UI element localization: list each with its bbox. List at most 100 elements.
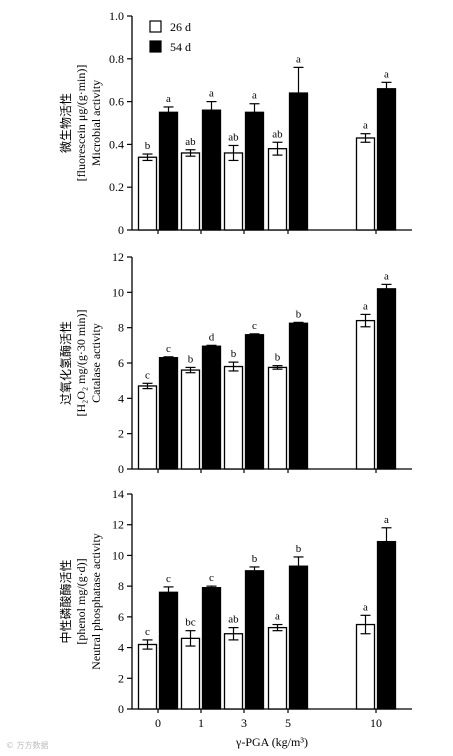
- y-axis-label-line: 中性磷酸酶活性: [58, 559, 73, 643]
- y-tick-label: 1.0: [109, 9, 124, 23]
- x-tick-label: 1: [198, 716, 204, 730]
- significance-label: c: [166, 573, 171, 585]
- significance-label: b: [252, 553, 258, 565]
- y-tick-label: 10: [112, 548, 124, 562]
- x-tick-label: 0: [155, 716, 161, 730]
- significance-label: c: [252, 320, 257, 332]
- chart-panel-2: 0 2 4 6 8 10 12 过氧化氢酶活性 [H₂O₂ mg/(g·30 min)] Cata…: [58, 250, 412, 476]
- bar-white: [223, 365, 244, 470]
- y-tick-label: 12: [112, 250, 124, 264]
- significance-label: a: [252, 90, 257, 102]
- y-tick-label: 2: [118, 671, 124, 685]
- bar-black: [201, 345, 222, 470]
- y-tick-label: 0.6: [109, 95, 124, 109]
- y-axis-label-line: [fluorescein μg/(g·min)]: [74, 65, 88, 182]
- significance-label: b: [296, 308, 302, 320]
- y-axis-label-line: 微生物活性: [59, 93, 73, 153]
- y-axis-label-line: Neutral phosphatase activity: [89, 533, 103, 670]
- bar-white: [223, 633, 244, 710]
- y-tick-label: 0.4: [109, 137, 124, 151]
- y-axis-label-line: Catalase activity: [89, 323, 103, 403]
- bar-black: [376, 540, 397, 710]
- bar-white: [137, 156, 158, 231]
- x-tick-label: 10: [370, 716, 382, 730]
- legend-swatch: [149, 40, 162, 53]
- y-tick-label: 2: [118, 427, 124, 441]
- bar-white: [267, 626, 288, 710]
- significance-label: a: [384, 514, 389, 526]
- significance-label: c: [209, 572, 214, 584]
- x-tick-label: 5: [285, 716, 291, 730]
- significance-label: bc: [185, 617, 196, 629]
- bar-black: [376, 88, 397, 231]
- bar-black: [244, 334, 265, 470]
- significance-label: a: [363, 120, 368, 132]
- bar-white: [223, 152, 244, 231]
- significance-label: b: [231, 348, 237, 360]
- significance-label: ab: [272, 128, 283, 140]
- bar-white: [355, 137, 376, 231]
- y-tick-label: 10: [112, 285, 124, 299]
- legend-entry: 54 d: [170, 40, 191, 54]
- bar-black: [244, 570, 265, 710]
- bar-white: [137, 643, 158, 710]
- bar-black: [376, 288, 397, 470]
- bar-black: [158, 357, 179, 470]
- x-axis-title: γ-PGA (kg/m³): [235, 735, 308, 749]
- significance-label: ab: [228, 131, 239, 143]
- significance-label: b: [188, 353, 194, 365]
- y-tick-label: 0.8: [109, 52, 124, 66]
- significance-label: b: [296, 543, 302, 555]
- significance-label: c: [145, 369, 150, 381]
- significance-label: ab: [185, 136, 196, 148]
- bar-black: [158, 111, 179, 231]
- significance-label: c: [145, 626, 150, 638]
- y-tick-label: 0: [118, 462, 124, 476]
- y-axis-label-line: 过氧化氢酶活性: [58, 321, 73, 405]
- bar-white: [267, 366, 288, 470]
- y-axis-label-line: [H₂O₂ mg/(g·30 min)]: [74, 309, 88, 416]
- significance-label: a: [166, 93, 171, 105]
- significance-label: ab: [228, 614, 239, 626]
- significance-label: a: [384, 270, 389, 282]
- significance-label: a: [209, 88, 214, 100]
- y-axis-label-line: Microbial activity: [89, 80, 103, 166]
- bar-black: [244, 111, 265, 231]
- y-tick-label: 6: [118, 610, 124, 624]
- y-tick-label: 6: [118, 356, 124, 370]
- significance-label: b: [145, 140, 151, 152]
- bar-white: [355, 623, 376, 710]
- legend-entry: 26 d: [170, 20, 191, 34]
- bar-black: [288, 565, 309, 710]
- y-tick-label: 4: [118, 391, 124, 405]
- significance-label: a: [363, 300, 368, 312]
- bar-white: [267, 148, 288, 231]
- significance-label: a: [363, 601, 368, 613]
- bar-black: [201, 109, 222, 231]
- y-tick-label: 0: [118, 702, 124, 716]
- significance-label: d: [209, 331, 215, 343]
- y-axis-label-line: [phenol mg/(g·d)]: [74, 558, 88, 644]
- y-tick-label: 14: [112, 487, 124, 501]
- bar-white: [180, 369, 201, 470]
- y-tick-label: 4: [118, 641, 124, 655]
- significance-label: a: [384, 68, 389, 80]
- y-tick-label: 0: [118, 223, 124, 237]
- x-tick-label: 3: [241, 716, 247, 730]
- bar-white: [180, 637, 201, 710]
- bar-black: [158, 591, 179, 710]
- y-tick-label: 8: [118, 321, 124, 335]
- bar-black: [288, 322, 309, 470]
- legend: 26 d 54 d: [149, 20, 191, 54]
- bar-white: [180, 152, 201, 231]
- bar-black: [201, 587, 222, 710]
- bar-white: [355, 319, 376, 470]
- watermark-text: © 万方数据: [6, 740, 49, 750]
- bar-white: [137, 385, 158, 470]
- significance-label: c: [166, 343, 171, 355]
- significance-label: a: [275, 611, 280, 623]
- legend-swatch: [149, 20, 162, 33]
- significance-label: a: [296, 53, 301, 65]
